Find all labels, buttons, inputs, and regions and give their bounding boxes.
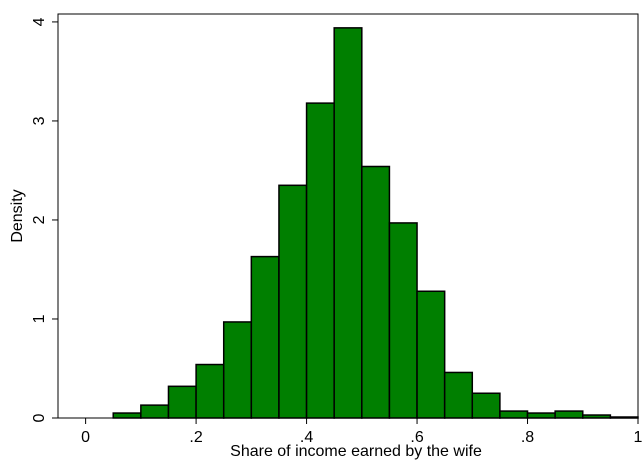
y-axis-label: Density xyxy=(9,189,26,242)
bar xyxy=(250,255,280,419)
bar xyxy=(443,371,474,419)
x-tick-label: .2 xyxy=(189,429,202,446)
x-tick-label: .6 xyxy=(410,429,423,446)
bar xyxy=(195,363,225,419)
y-tick-label: 2 xyxy=(31,215,48,224)
bar xyxy=(140,404,170,419)
bar xyxy=(416,290,446,419)
bar xyxy=(112,412,142,419)
bar xyxy=(333,27,363,419)
x-axis-label: Share of income earned by the wife xyxy=(230,443,482,460)
bar xyxy=(471,392,501,419)
bar xyxy=(499,410,529,419)
bar xyxy=(278,184,308,419)
bar xyxy=(361,165,391,419)
bar xyxy=(554,410,584,419)
y-tick-label: 0 xyxy=(31,413,48,422)
bar xyxy=(222,321,253,419)
bar xyxy=(305,102,335,419)
x-tick-label: .8 xyxy=(521,429,534,446)
bar xyxy=(388,222,418,419)
bar xyxy=(167,385,197,419)
x-tick-label: .4 xyxy=(300,429,313,446)
bar xyxy=(526,412,556,419)
x-tick-label: 1 xyxy=(634,429,643,446)
y-tick-label: 1 xyxy=(31,314,48,323)
x-tick-label: 0 xyxy=(81,429,90,446)
plot-frame xyxy=(57,13,639,419)
y-tick-label: 3 xyxy=(31,116,48,125)
y-tick-label: 4 xyxy=(31,17,48,26)
